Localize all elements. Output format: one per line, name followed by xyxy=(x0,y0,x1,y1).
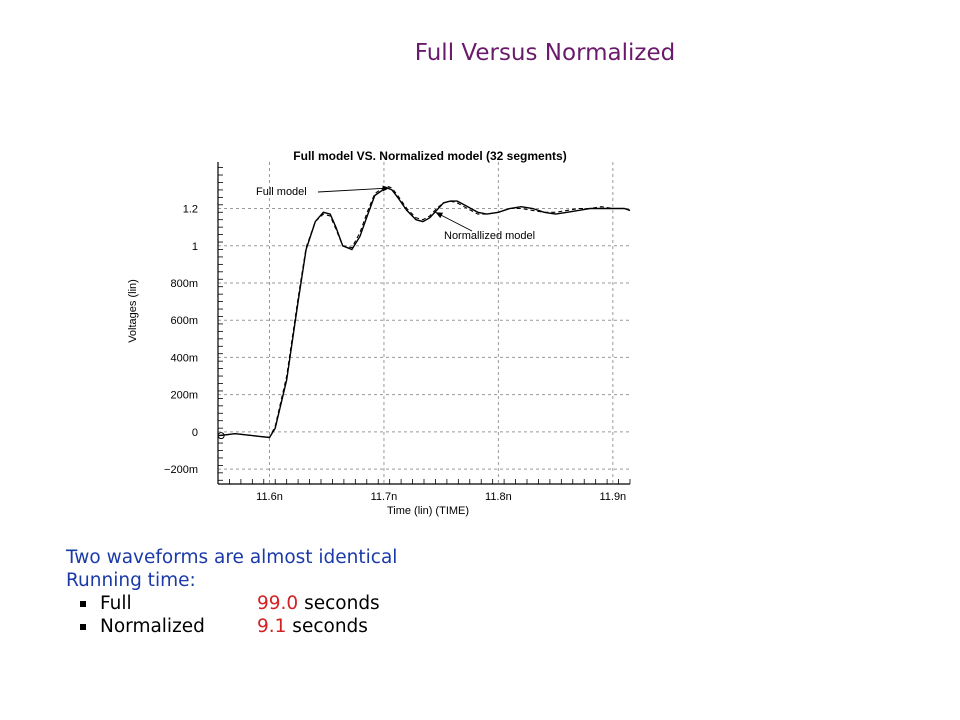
running-time-row-full: Full 99.0 seconds xyxy=(66,592,397,615)
row-unit: seconds xyxy=(286,616,368,637)
series-line-full-model xyxy=(219,187,631,439)
summary-text: Two waveforms are almost identical xyxy=(66,547,398,568)
slide-title: Full Versus Normalized xyxy=(414,40,676,66)
x-tick-label: 11.9n xyxy=(599,491,626,503)
x-tick-label: 11.6n xyxy=(256,491,283,503)
y-tick-label: 200m xyxy=(170,390,198,402)
arrowhead-icon xyxy=(435,212,444,219)
start-marker xyxy=(217,432,225,440)
y-tick-label: 400m xyxy=(170,352,198,364)
running-time-label: Running time: xyxy=(66,570,196,591)
series-line-normalized-model xyxy=(219,185,631,439)
row-unit: seconds xyxy=(298,593,380,614)
bullet-icon xyxy=(80,601,86,607)
slide-body: Two waveforms are almost identical Runni… xyxy=(66,546,397,638)
y-tick-label: −200m xyxy=(164,464,198,476)
row-value: 9.1 xyxy=(257,616,287,637)
y-tick-label: 600m xyxy=(170,315,198,327)
y-tick-label: 1.2 xyxy=(183,204,198,216)
row-value: 99.0 xyxy=(257,593,299,614)
x-tick-label: 11.7n xyxy=(371,491,398,503)
y-tick-label: 1 xyxy=(192,241,198,253)
x-tick-label: 11.8n xyxy=(485,491,512,503)
y-tick-label: 0 xyxy=(192,427,198,439)
row-label: Normalized xyxy=(100,616,205,637)
bullet-icon xyxy=(80,624,86,630)
annotation-full-model: Full model xyxy=(256,186,307,198)
annotation-normalized-model: Normallized model xyxy=(444,230,535,242)
arrowhead-icon xyxy=(382,185,390,192)
x-axis-label: Time (lin) (TIME) xyxy=(387,505,469,517)
chart-title: Full model VS. Normalized model (32 segm… xyxy=(293,149,566,163)
y-axis-label: Voltages (lin) xyxy=(127,279,139,343)
row-label: Full xyxy=(100,593,132,614)
annotation-arrow-line xyxy=(317,187,390,193)
y-tick-label: 800m xyxy=(170,278,198,290)
running-time-row-normalized: Normalized 9.1 seconds xyxy=(66,615,397,638)
